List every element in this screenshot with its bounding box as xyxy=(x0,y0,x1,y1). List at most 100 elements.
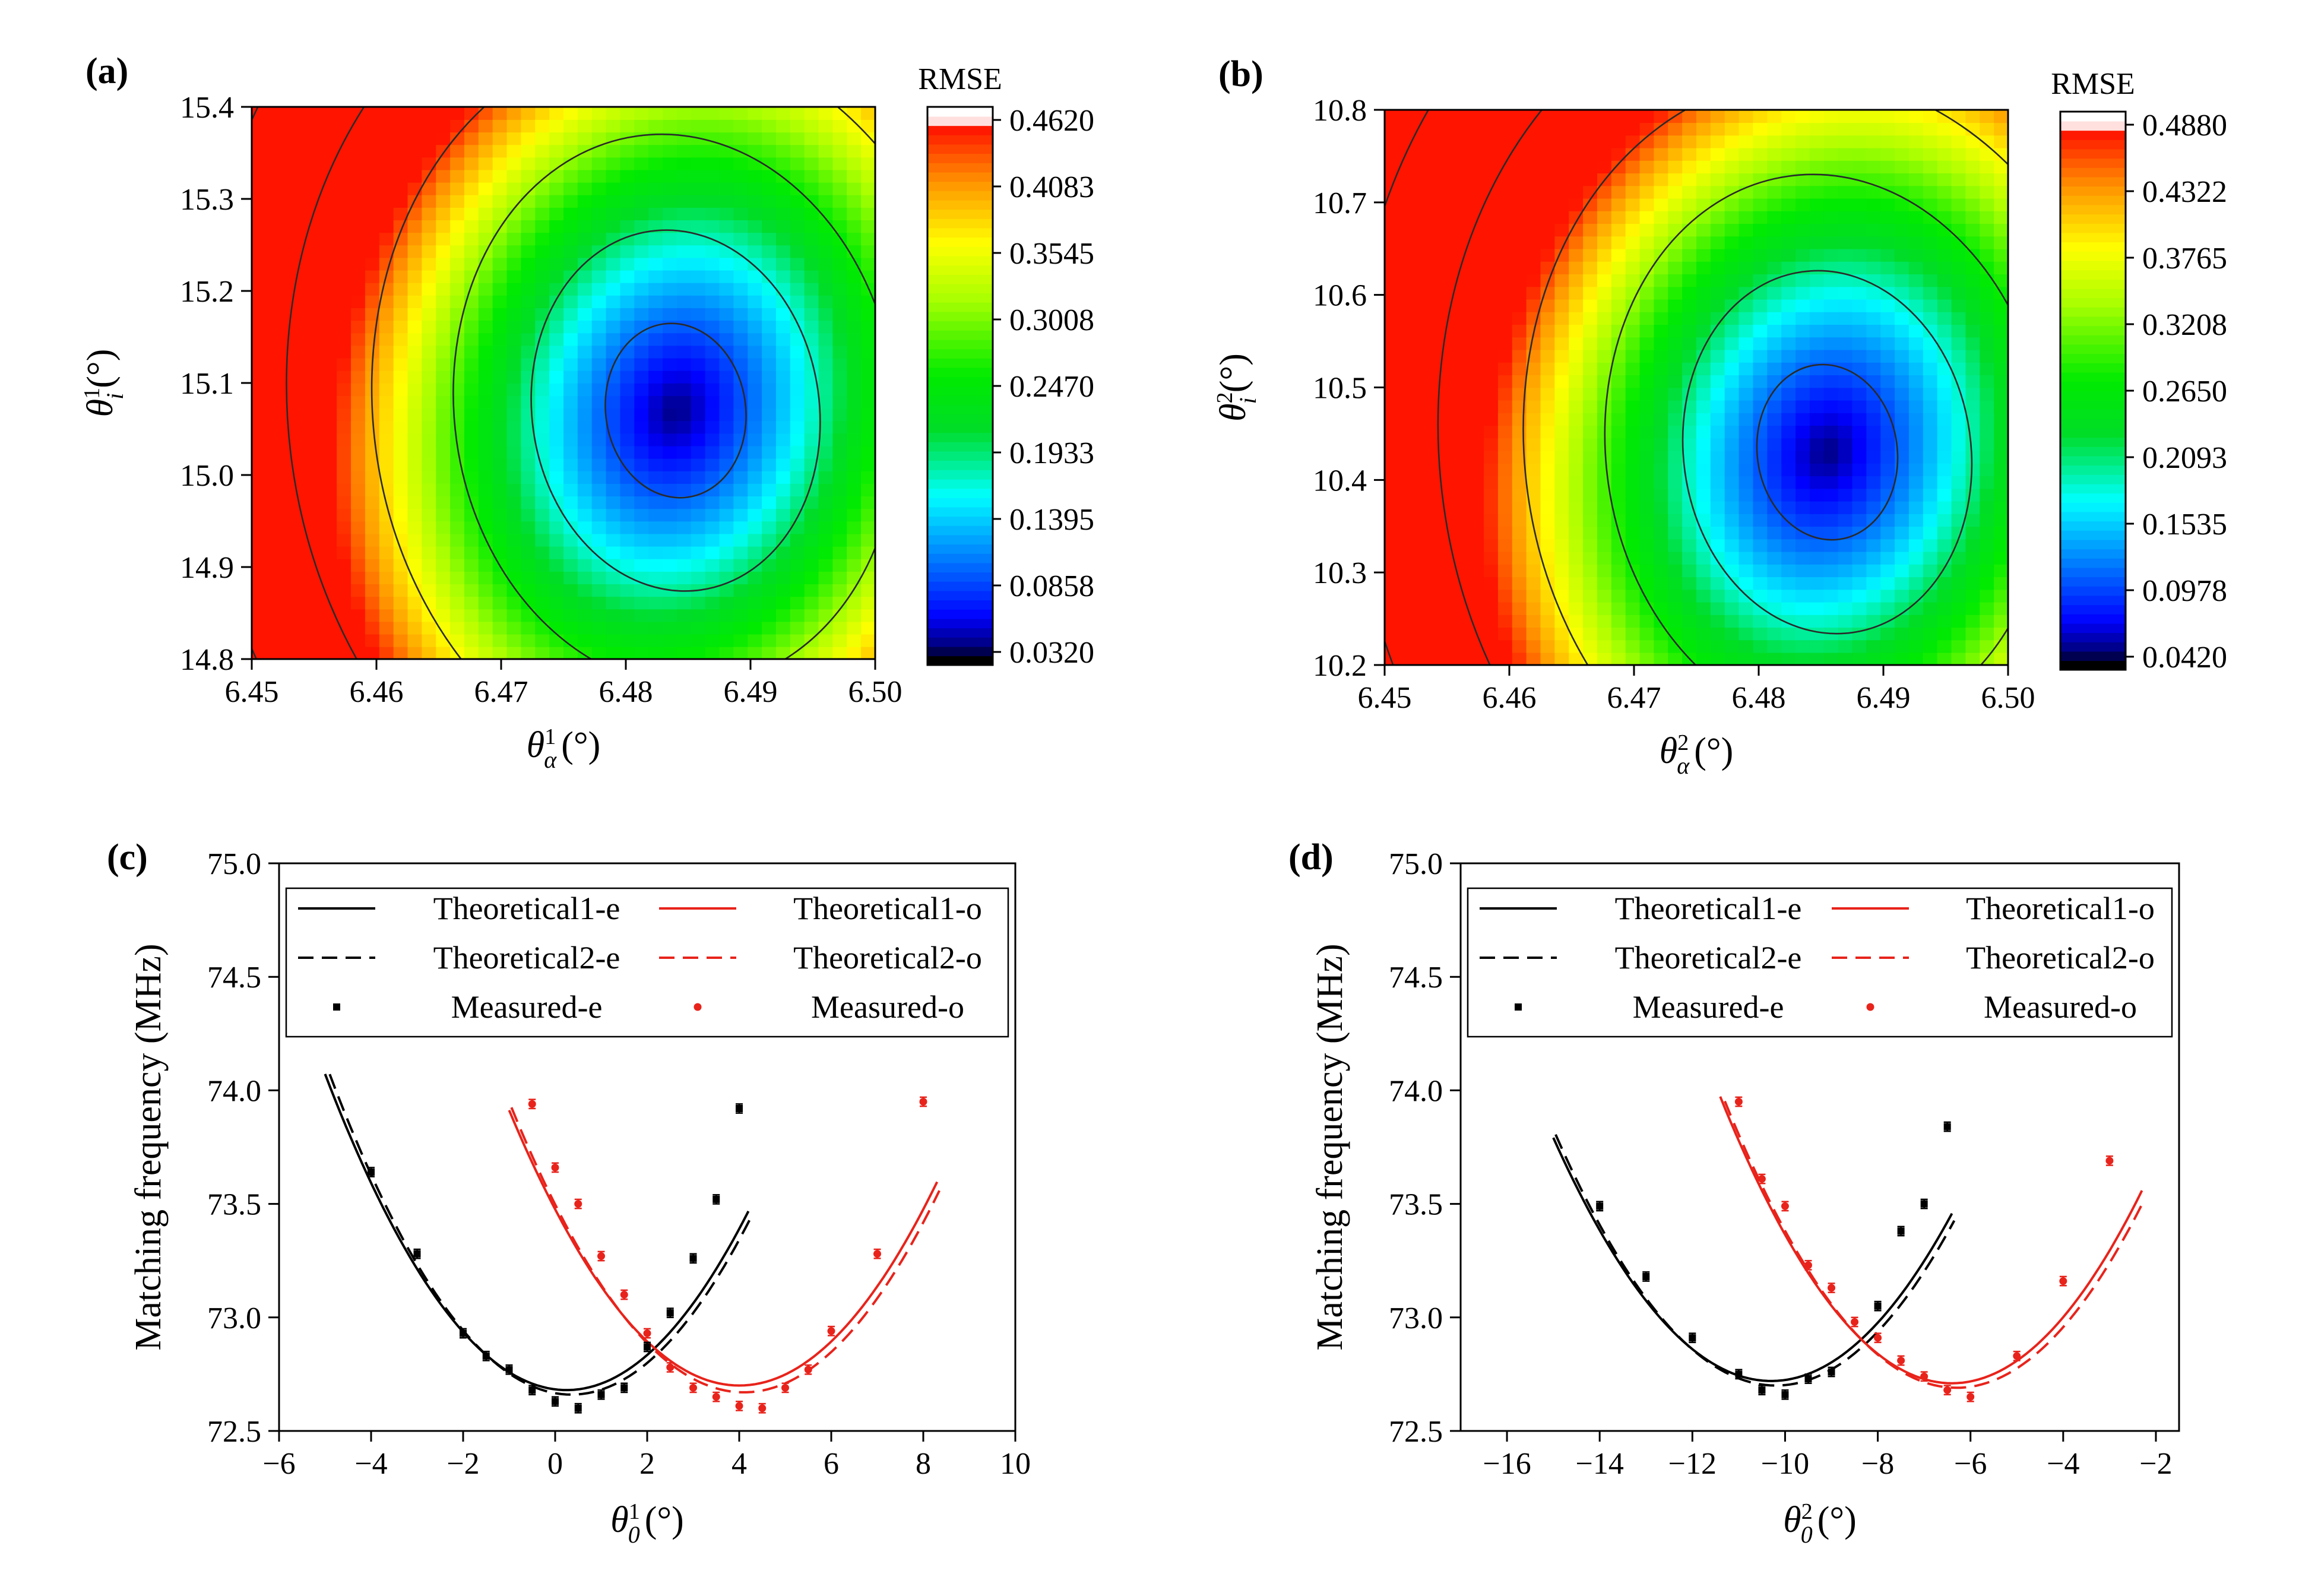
heatmap-cell xyxy=(847,207,862,221)
heatmap-cell xyxy=(1895,400,1910,413)
heatmap-cell xyxy=(719,609,734,622)
heatmap-cell xyxy=(1625,438,1641,451)
heatmap-cell xyxy=(407,458,423,471)
heatmap-cell xyxy=(351,345,366,359)
heatmap-cell xyxy=(790,533,805,547)
heatmap-cell xyxy=(1994,160,2009,174)
heatmap-cell xyxy=(577,157,593,170)
colorbar-step xyxy=(2060,539,2126,550)
heatmap-cell xyxy=(294,420,309,434)
heatmap-cell xyxy=(634,282,649,296)
heatmap-cell xyxy=(790,483,805,497)
heatmap-cell xyxy=(591,395,607,409)
heatmap-cell xyxy=(393,646,408,660)
heatmap-cell xyxy=(1413,375,1428,388)
heatmap-cell xyxy=(775,470,791,484)
heatmap-cell xyxy=(535,357,550,371)
heatmap-cell xyxy=(563,370,578,384)
heatmap-cell xyxy=(1724,577,1740,590)
heatmap-cell xyxy=(1497,601,1513,615)
heatmap-cell xyxy=(1385,627,1399,641)
heatmap-cell xyxy=(1823,450,1839,464)
heatmap-cell xyxy=(705,107,720,120)
heatmap-cell xyxy=(1767,147,1782,161)
heatmap-cell xyxy=(775,332,791,346)
heatmap-cell xyxy=(1455,539,1470,552)
heatmap-cell xyxy=(1682,514,1697,527)
heatmap-cell xyxy=(1908,627,1924,641)
heatmap-cell xyxy=(1682,551,1697,565)
heatmap-cell xyxy=(1895,564,1910,578)
heatmap-cell xyxy=(294,571,309,584)
heatmap-cell xyxy=(1398,286,1414,300)
heatmap-cell xyxy=(861,420,876,434)
heatmap-cells xyxy=(1385,110,2009,666)
heatmap-cell xyxy=(308,295,324,308)
y-axis-label-text: θ1i(°) xyxy=(80,349,128,417)
heatmap-cell xyxy=(407,420,423,434)
heatmap-cell xyxy=(308,420,324,434)
heatmap-cell xyxy=(818,182,834,195)
heatmap-cell xyxy=(1385,425,1399,439)
heatmap-cell xyxy=(422,609,437,622)
heatmap-cell xyxy=(1980,539,1994,552)
colorbar-tick-label: 0.3765 xyxy=(2142,242,2227,276)
heatmap-cell xyxy=(1569,286,1584,300)
heatmap-cell xyxy=(1880,110,1895,124)
heatmap-cell xyxy=(1455,577,1470,590)
heatmap-cell xyxy=(1724,639,1740,653)
heatmap-cell xyxy=(265,420,281,434)
heatmap-cell xyxy=(1427,147,1442,161)
heatmap-cell xyxy=(634,357,649,371)
heatmap-cell xyxy=(1852,501,1867,514)
heatmap-cell xyxy=(1470,488,1484,502)
heatmap-cell xyxy=(1554,110,1570,124)
heatmap-cell xyxy=(1923,211,1938,224)
heatmap-cell xyxy=(1965,135,1981,148)
heatmap-cell xyxy=(1923,539,1938,552)
heatmap-cell xyxy=(705,220,720,233)
heatmap-cell xyxy=(620,433,635,446)
heatmap-panel-b: 6.45 6.46 6.47 6.48 6.49 6.5010.210.310.410.5… xyxy=(1212,54,2227,779)
heatmap-cell xyxy=(265,646,281,660)
heatmap-cell xyxy=(691,596,706,610)
heatmap-cell xyxy=(1540,135,1556,148)
heatmap-cell xyxy=(1385,110,1399,124)
y-axis-label-sub: i xyxy=(1234,397,1261,404)
heatmap-cell xyxy=(436,332,451,346)
heatmap-cell xyxy=(1838,539,1853,552)
heatmap-cell xyxy=(804,295,819,308)
heatmap-cell xyxy=(1597,223,1612,237)
heatmap-cell xyxy=(1738,539,1754,552)
heatmap-cell xyxy=(506,207,522,221)
colorbar-step xyxy=(927,330,993,340)
heatmap-cell xyxy=(676,157,692,170)
heatmap-cell xyxy=(577,558,593,572)
heatmap-cell xyxy=(478,558,493,572)
heatmap-cell xyxy=(1597,324,1612,338)
heatmap-cell xyxy=(663,357,677,371)
heatmap-cell xyxy=(577,584,593,597)
heatmap-cell xyxy=(775,408,791,422)
x-tick-label: 6.49 xyxy=(724,675,778,709)
heatmap-cell xyxy=(1385,387,1399,401)
heatmap-cell xyxy=(337,458,352,471)
heatmap-cell xyxy=(1696,514,1711,527)
heatmap-cell xyxy=(1441,476,1456,489)
colorbar-step xyxy=(2060,595,2126,606)
heatmap-cell xyxy=(1427,615,1442,628)
heatmap-cell xyxy=(478,282,493,296)
heatmap-cell xyxy=(634,270,649,283)
heatmap-cell xyxy=(1710,337,1725,350)
heatmap-cell xyxy=(308,458,324,471)
heatmap-cell xyxy=(393,571,408,584)
colorbar-step xyxy=(2060,195,2126,205)
heatmap-cell xyxy=(818,245,834,258)
heatmap-cell xyxy=(521,169,536,183)
heatmap-cell xyxy=(733,596,749,610)
heatmap-cell xyxy=(1895,652,1910,666)
heatmap-cell xyxy=(1895,476,1910,489)
heatmap-cell xyxy=(1654,639,1669,653)
heatmap-cell xyxy=(393,634,408,647)
heatmap-cell xyxy=(549,609,564,622)
